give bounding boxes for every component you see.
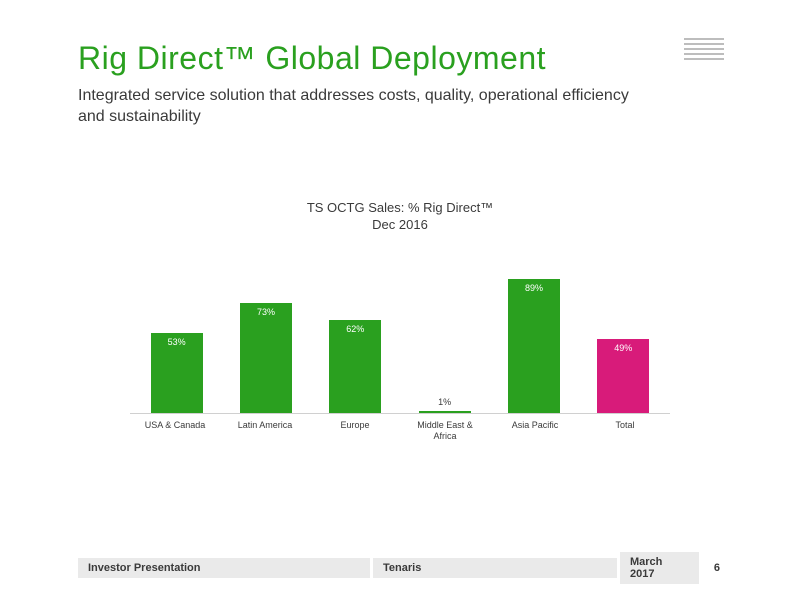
x-axis-label: Latin America bbox=[220, 420, 310, 442]
bar: 73% bbox=[240, 303, 292, 413]
x-axis-label: Total bbox=[580, 420, 670, 442]
x-axis-label: Middle East &Africa bbox=[400, 420, 490, 442]
footer-mid: Tenaris bbox=[370, 558, 617, 578]
chart-title-line1: TS OCTG Sales: % Rig Direct™ bbox=[307, 200, 493, 215]
footer-left: Investor Presentation bbox=[78, 558, 370, 578]
page-subtitle: Integrated service solution that address… bbox=[78, 86, 638, 128]
slide: Rig Direct™ Global Deployment Integrated… bbox=[0, 0, 792, 612]
x-axis-label: Asia Pacific bbox=[490, 420, 580, 442]
chart-title: TS OCTG Sales: % Rig Direct™ Dec 2016 bbox=[130, 200, 670, 234]
bar-slot: 73% bbox=[221, 264, 310, 413]
chart-plot-area: 53% 73% 62% 1% 89% 49% bbox=[130, 264, 670, 414]
bar-value-label: 73% bbox=[240, 307, 292, 317]
bar: 62% bbox=[329, 320, 381, 413]
brand-lines-icon bbox=[684, 38, 724, 60]
bar-chart: TS OCTG Sales: % Rig Direct™ Dec 2016 53… bbox=[130, 200, 670, 441]
page-title: Rig Direct™ Global Deployment bbox=[78, 40, 546, 77]
footer: Investor Presentation Tenaris March 2017… bbox=[78, 552, 724, 584]
bar-value-label: 62% bbox=[329, 324, 381, 334]
bar: 49% bbox=[597, 339, 649, 413]
bar-slot: 53% bbox=[132, 264, 221, 413]
chart-x-axis: USA & CanadaLatin AmericaEuropeMiddle Ea… bbox=[130, 420, 670, 442]
bar-slot: 89% bbox=[489, 264, 578, 413]
bar: 53% bbox=[151, 333, 203, 413]
footer-date: March 2017 bbox=[617, 552, 699, 584]
bar-slot: 49% bbox=[579, 264, 668, 413]
chart-title-line2: Dec 2016 bbox=[372, 217, 428, 232]
bar: 89% bbox=[508, 279, 560, 413]
bar-value-label: 89% bbox=[508, 283, 560, 293]
x-axis-label: Europe bbox=[310, 420, 400, 442]
x-axis-label: USA & Canada bbox=[130, 420, 220, 442]
bar-value-label: 49% bbox=[597, 343, 649, 353]
footer-page-number: 6 bbox=[699, 558, 724, 578]
bar-slot: 1% bbox=[400, 264, 489, 413]
bar-value-label: 53% bbox=[151, 337, 203, 347]
bar: 1% bbox=[419, 411, 471, 413]
bar-value-label: 1% bbox=[419, 397, 471, 407]
bar-slot: 62% bbox=[311, 264, 400, 413]
